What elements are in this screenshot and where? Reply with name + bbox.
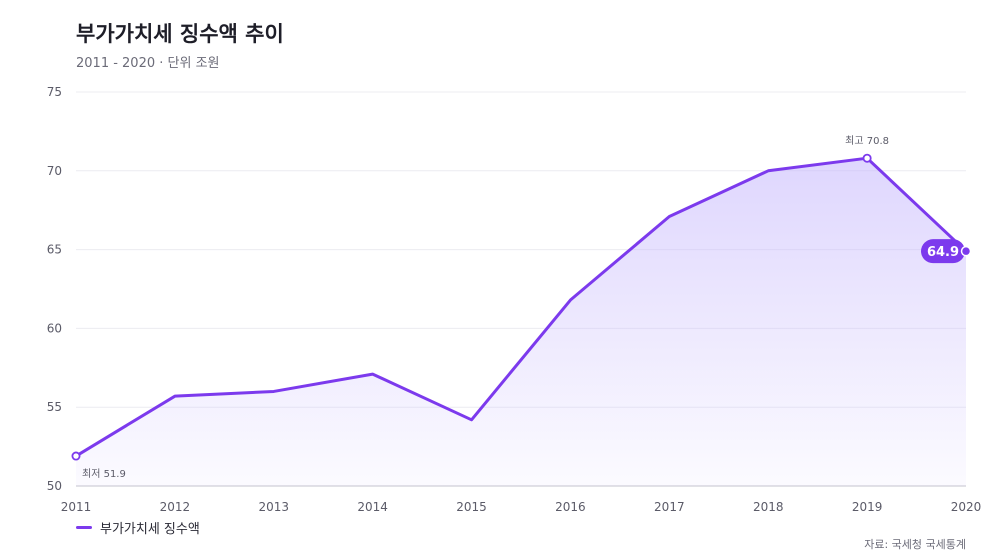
y-tick-label: 65 xyxy=(47,243,62,257)
x-tick-label: 2018 xyxy=(753,500,784,514)
y-tick-label: 60 xyxy=(47,321,62,335)
series-area xyxy=(76,158,966,486)
x-tick-label: 2016 xyxy=(555,500,586,514)
min-annotation: 최저 51.9 xyxy=(82,468,126,480)
x-tick-label: 2012 xyxy=(160,500,191,514)
x-tick-label: 2020 xyxy=(951,500,982,514)
max-annotation: 최고 70.8 xyxy=(845,135,889,147)
y-tick-label: 70 xyxy=(47,164,62,178)
y-tick-label: 75 xyxy=(47,85,62,99)
x-tick-label: 2013 xyxy=(259,500,290,514)
x-tick-label: 2017 xyxy=(654,500,685,514)
y-tick-label: 55 xyxy=(47,400,62,414)
min-point-marker xyxy=(71,451,81,461)
last-value-badge xyxy=(921,239,965,264)
series-line xyxy=(74,156,968,458)
legend-label: 부가가치세 징수액 xyxy=(100,522,200,537)
y-tick-label: 50 xyxy=(47,479,62,493)
last-value-label: 64.9 xyxy=(927,245,959,260)
last-point-marker xyxy=(960,245,972,257)
source-note: 자료: 국세청 국세통계 xyxy=(864,538,966,551)
x-tick-label: 2015 xyxy=(456,500,487,514)
max-point-marker xyxy=(862,153,872,163)
x-tick-label: 2014 xyxy=(357,500,388,514)
legend-swatch xyxy=(76,526,92,529)
legend: 부가가치세 징수액 xyxy=(76,518,200,537)
x-tick-label: 2011 xyxy=(61,500,92,514)
chart-title: 부가가치세 징수액 추이 xyxy=(76,22,284,46)
x-tick-label: 2019 xyxy=(852,500,883,514)
chart-subtitle: 2011 - 2020 · 단위 조원 xyxy=(76,56,220,71)
